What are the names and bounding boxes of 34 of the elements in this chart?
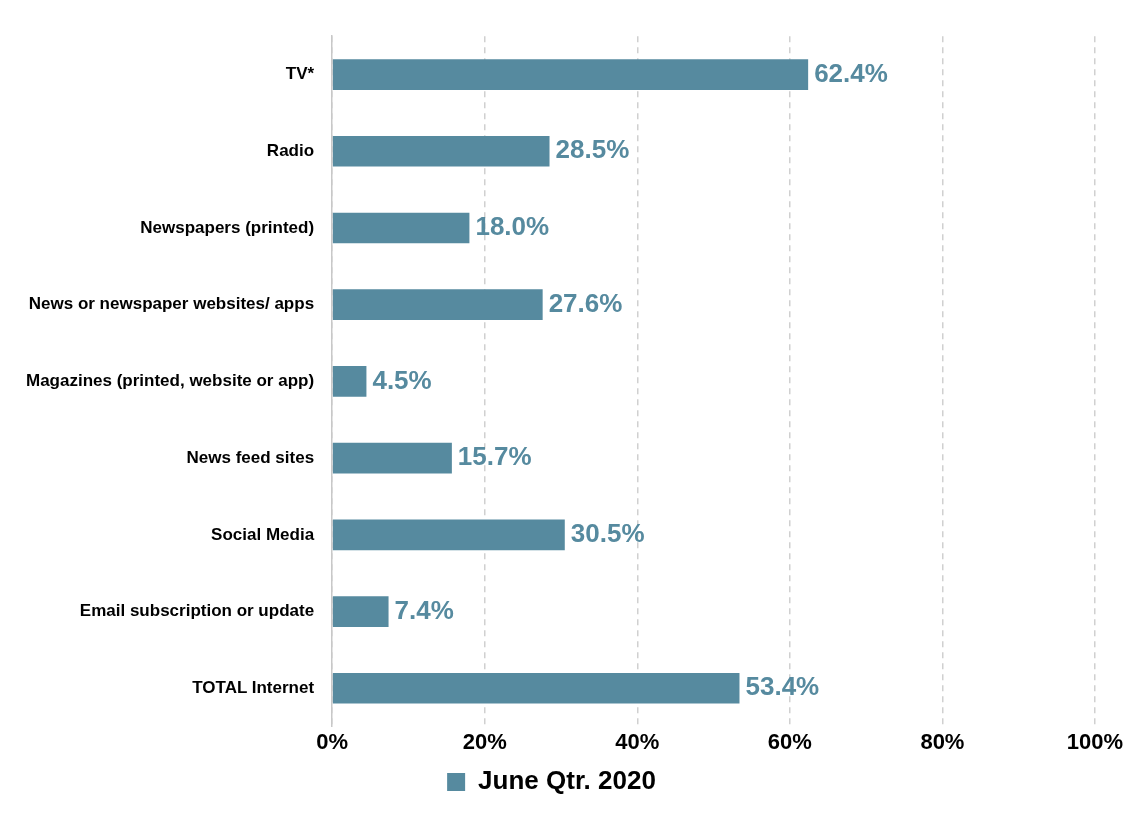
y-tick-label: TOTAL Internet [192, 677, 315, 697]
bar [332, 596, 389, 627]
y-tick-label: News or newspaper websites/ apps [28, 294, 315, 314]
data-label: 53.4% [745, 671, 820, 702]
data-label: 15.7% [457, 441, 532, 472]
x-tick-label: 60% [767, 728, 812, 754]
y-tick-label: Radio [266, 140, 315, 160]
y-tick-label: Magazines (printed, website or app) [25, 371, 315, 391]
y-tick-label: Social Media [211, 524, 315, 544]
legend-label: June Qtr. 2020 [478, 765, 656, 796]
data-label: 30.5% [570, 517, 645, 548]
y-tick-label: Email subscription or update [79, 601, 315, 621]
y-tick-label: News feed sites [186, 447, 315, 467]
y-tick-label: Newspapers (printed) [140, 217, 315, 237]
x-tick-label: 40% [615, 728, 660, 754]
bar [332, 519, 565, 551]
data-label: 62.4% [814, 57, 888, 88]
bar [332, 672, 740, 704]
bar [332, 366, 367, 397]
data-label: 7.4% [394, 594, 454, 625]
bar [332, 59, 809, 90]
data-label: 18.0% [475, 211, 550, 242]
bar [332, 135, 550, 167]
x-tick-label: 80% [920, 728, 965, 754]
x-tick-label: 20% [462, 728, 507, 754]
x-tick-label: 0% [316, 728, 348, 754]
x-tick-label: 100% [1066, 728, 1124, 754]
y-tick-label: TV* [285, 64, 315, 84]
bar [332, 442, 452, 474]
data-label: 4.5% [372, 364, 432, 395]
data-label: 28.5% [555, 134, 630, 165]
bar [332, 289, 543, 321]
bar [332, 212, 470, 244]
data-label: 27.6% [548, 287, 623, 318]
